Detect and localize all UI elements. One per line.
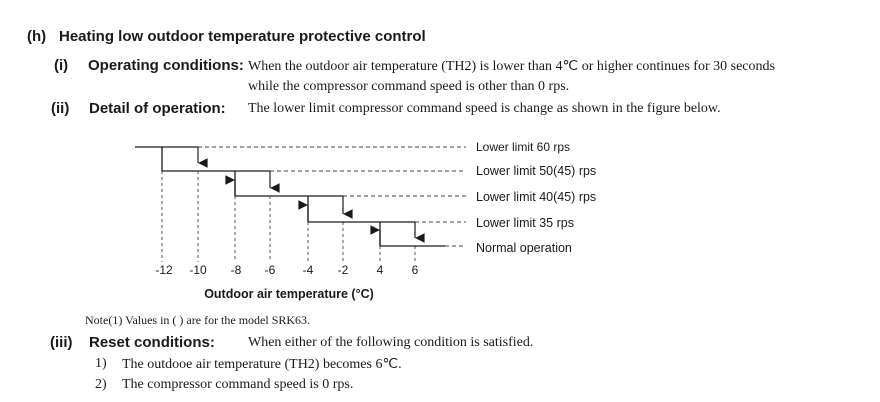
reset-item-number: 1)	[95, 356, 107, 371]
reset-marker: (iii)	[50, 334, 73, 351]
reset-label: Reset conditions:	[89, 334, 215, 351]
level-label: Lower limit 40(45) rps	[476, 190, 596, 204]
reset-item-text: The outdooe air temperature (TH2) become…	[122, 357, 402, 372]
x-axis-title: Outdoor air temperature (°C)	[204, 287, 374, 301]
level-label: Lower limit 50(45) rps	[476, 164, 596, 178]
level-label: Lower limit 60 rps	[476, 140, 570, 154]
reset-item-number: 2)	[95, 377, 107, 392]
detail-text: The lower limit compressor command speed…	[248, 101, 721, 116]
step-lines	[135, 146, 445, 247]
operating-line1: When the outdoor air temperature (TH2) i…	[248, 59, 775, 74]
x-tick-label: -4	[303, 263, 314, 277]
section-marker: (h)	[27, 28, 47, 45]
detail-marker: (ii)	[51, 100, 70, 117]
level-leaders	[198, 146, 466, 247]
x-tick-label: -6	[265, 263, 276, 277]
x-tick-label: -12	[155, 263, 173, 277]
transition-arrows	[197, 147, 425, 245]
detail-label: Detail of operation:	[89, 100, 226, 117]
operating-marker: (i)	[54, 57, 69, 74]
x-tick-label: 4	[377, 263, 384, 277]
x-tick-label: -2	[338, 263, 349, 277]
operating-line2: while the compressor command speed is ot…	[248, 79, 570, 94]
section-title: Heating low outdoor temperature protecti…	[59, 28, 426, 45]
level-label: Normal operation	[476, 241, 572, 255]
level-label: Lower limit 35 rps	[476, 216, 574, 230]
temperature-guides	[161, 171, 416, 262]
operating-label: Operating conditions:	[88, 57, 244, 74]
reset-text: When either of the following condition i…	[248, 335, 534, 350]
reset-item-text: The compressor command speed is 0 rps.	[122, 377, 354, 392]
x-tick-label: 6	[412, 263, 419, 277]
x-tick-label: -8	[231, 263, 242, 277]
x-tick-label: -10	[189, 263, 207, 277]
model-note: Note(1) Values in ( ) are for the model …	[85, 313, 311, 327]
